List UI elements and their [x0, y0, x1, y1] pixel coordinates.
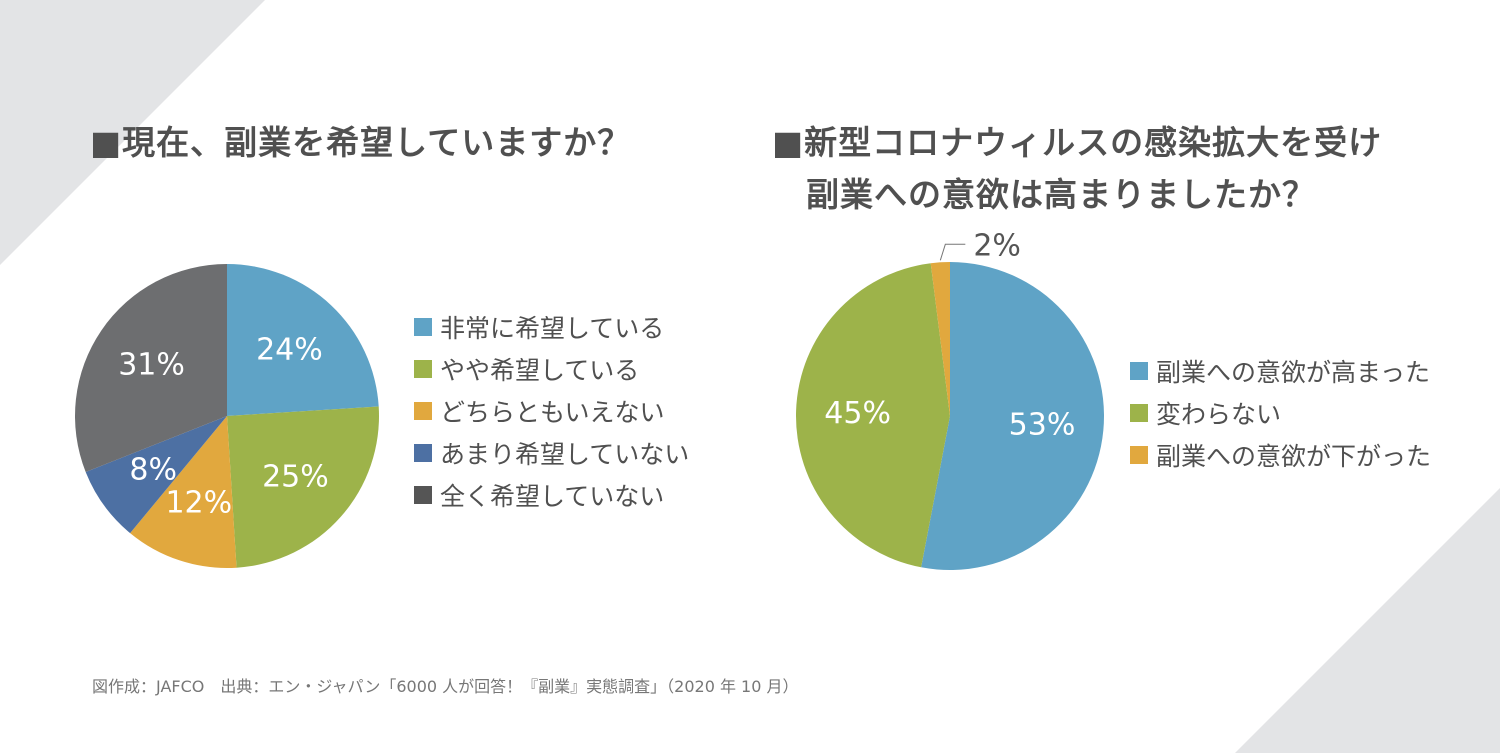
legend-swatch [414, 402, 432, 420]
slice-label: 8% [129, 453, 177, 488]
legend-item: 副業への意欲が高まった [1130, 350, 1431, 392]
legend-label: 副業への意欲が下がった [1156, 442, 1432, 471]
pie-slice [796, 263, 950, 568]
legend-label: 全く希望していない [440, 482, 665, 511]
legend-swatch [414, 318, 432, 336]
legend-label: どちらともいえない [440, 398, 665, 427]
pie-slice [227, 264, 379, 416]
legend-item: あまり希望していない [414, 432, 689, 474]
chart2-title: ■新型コロナウィルスの感染拡大を受け [772, 123, 1383, 162]
slice-label: 2% [973, 228, 1021, 263]
pie-slice [227, 406, 379, 568]
legend-swatch [1130, 362, 1148, 380]
legend-item: 変わらない [1130, 392, 1431, 434]
pie-slice [921, 262, 1104, 570]
legend-item: 非常に希望している [414, 306, 689, 348]
slice-label: 45% [824, 396, 891, 431]
pie-slice [75, 264, 228, 472]
pie-slice [130, 416, 237, 568]
legend-swatch [1130, 404, 1148, 422]
legend-item: 副業への意欲が下がった [1130, 434, 1431, 476]
legend-label: やや希望している [440, 356, 640, 385]
legend-swatch [414, 486, 432, 504]
chart2-title-line2: 副業への意欲は高まりましたか？ [806, 175, 1316, 214]
leader-line [939, 243, 966, 261]
slice-label: 24% [256, 333, 323, 368]
slice-label: 53% [1009, 408, 1076, 443]
chart2-legend: 副業への意欲が高まった 変わらない 副業への意欲が下がった [1130, 350, 1431, 476]
pie-slice [85, 416, 227, 534]
legend-item: やや希望している [414, 348, 689, 390]
chart1-legend: 非常に希望している やや希望している どちらともいえない あまり希望していない … [414, 306, 689, 516]
legend-swatch [1130, 446, 1148, 464]
pie-slice [930, 262, 950, 416]
slice-label: 31% [118, 348, 185, 383]
source-footer: 図作成：JAFCO 出典：エン・ジャパン「6000 人が回答！『副業』実態調査」… [92, 677, 799, 696]
legend-swatch [414, 444, 432, 462]
legend-item: どちらともいえない [414, 390, 689, 432]
legend-label: 副業への意欲が高まった [1156, 358, 1431, 387]
legend-item: 全く希望していない [414, 474, 689, 516]
legend-label: あまり希望していない [440, 440, 690, 469]
slice-label: 25% [262, 459, 329, 494]
chart1-title: ■現在、副業を希望していますか？ [90, 123, 632, 162]
corner-triangle-bottom-right [1235, 488, 1500, 753]
legend-label: 非常に希望している [440, 314, 665, 343]
slice-label: 12% [165, 486, 232, 521]
corner-triangle-top-left [0, 0, 265, 265]
legend-label: 変わらない [1156, 400, 1282, 429]
legend-swatch [414, 360, 432, 378]
